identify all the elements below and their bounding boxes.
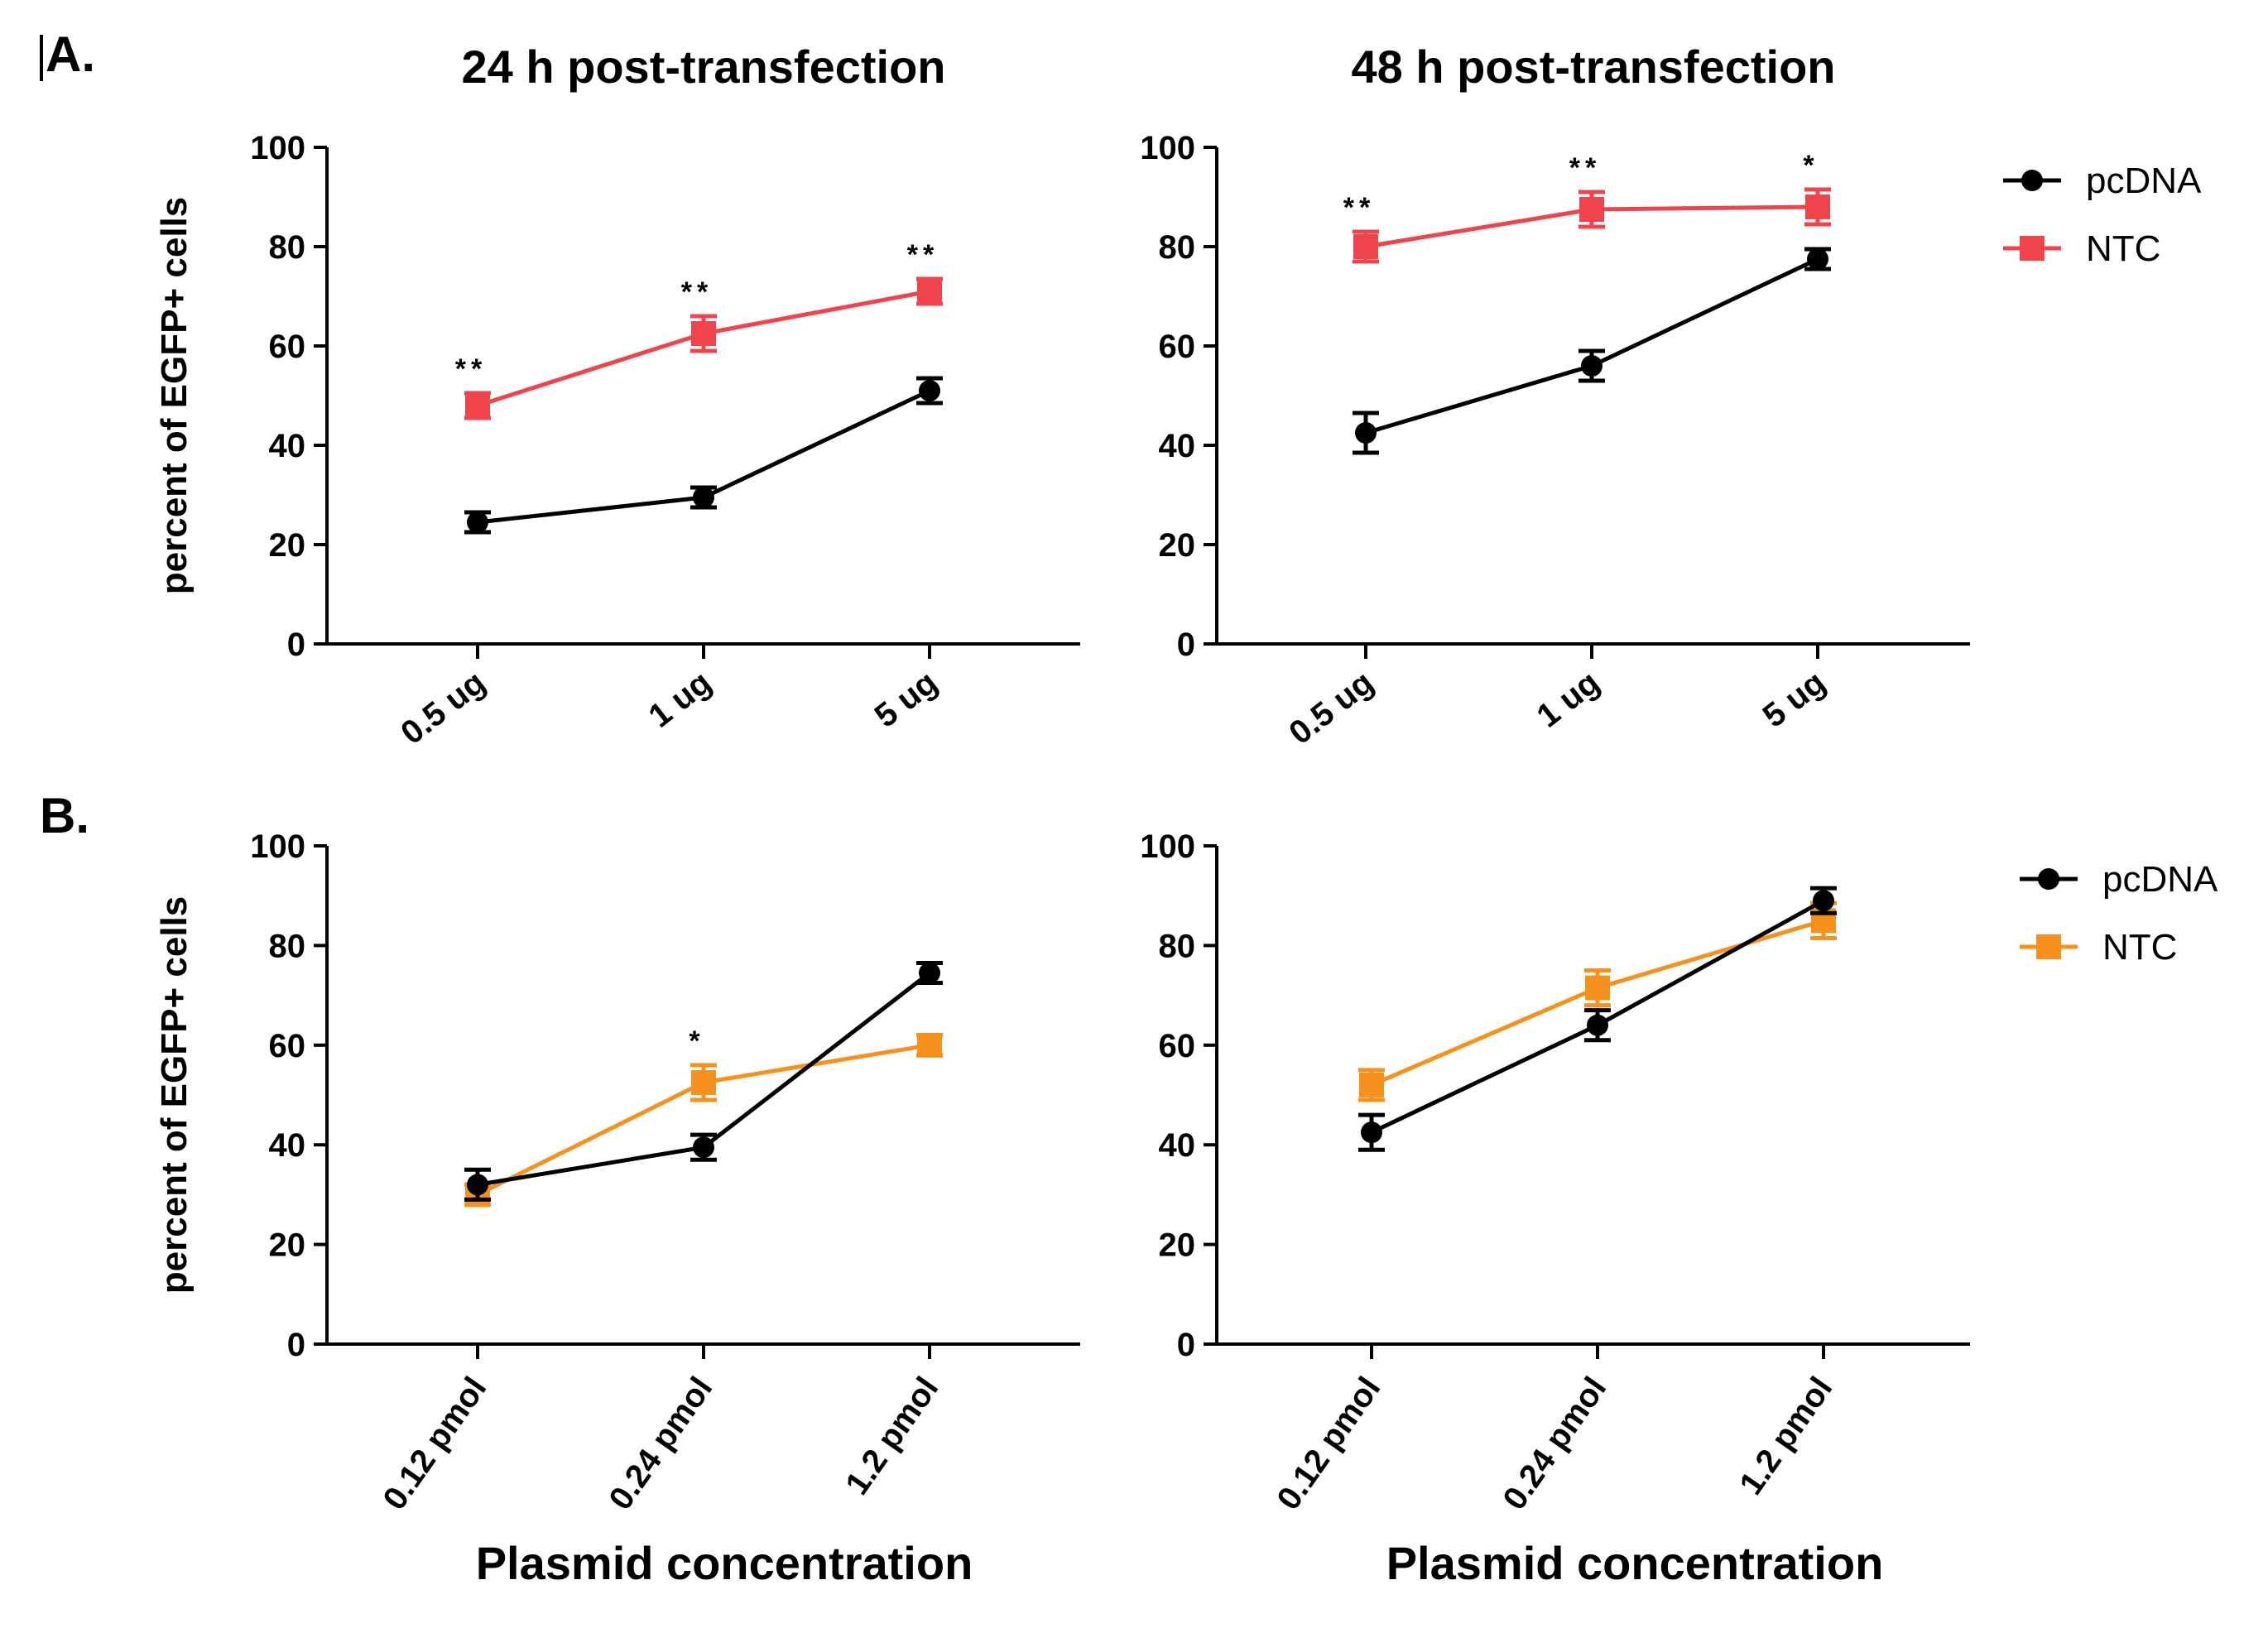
data-point <box>919 962 940 984</box>
data-point <box>1361 1121 1382 1144</box>
series-pcdna <box>464 376 943 535</box>
data-point <box>693 1136 714 1159</box>
y-tick-label: 80 <box>269 928 306 964</box>
series-ntc <box>1353 187 1831 264</box>
panel-label-a: A. <box>46 26 95 82</box>
y-tick-label: 0 <box>287 1327 305 1363</box>
y-axis-title: percent of EGFP+ cells <box>154 197 195 595</box>
legend-marker <box>2020 236 2045 261</box>
significance-marker: ** <box>907 239 939 271</box>
y-tick-label: 0 <box>287 627 305 663</box>
y-tick-label: 100 <box>250 130 305 166</box>
y-tick-label: 60 <box>1159 329 1196 365</box>
data-point <box>691 321 716 346</box>
legend-label: NTC <box>2102 927 2177 968</box>
y-tick-label: 100 <box>1140 130 1195 166</box>
significance-marker: ** <box>1569 152 1601 184</box>
legend-label: pcDNA <box>2102 859 2218 900</box>
legend-marker <box>2021 170 2043 191</box>
chart-title: 24 h post-transfection <box>462 41 946 93</box>
y-tick-label: 40 <box>269 1127 306 1164</box>
data-point <box>917 279 942 304</box>
legend-label: NTC <box>2086 228 2160 269</box>
series-pcdna <box>1353 247 1831 455</box>
data-point <box>917 1032 942 1058</box>
legend-label: pcDNA <box>2086 161 2202 201</box>
chart-title: 48 h post-transfection <box>1352 41 1836 93</box>
y-tick-label: 20 <box>269 1227 306 1264</box>
y-tick-label: 60 <box>269 1028 306 1064</box>
data-point <box>1359 1072 1384 1097</box>
legend-marker <box>2038 868 2059 890</box>
data-point <box>919 380 940 401</box>
data-point <box>467 1174 488 1196</box>
data-point <box>1579 197 1604 222</box>
y-axis-title: percent of EGFP+ cells <box>154 896 195 1294</box>
data-point <box>1805 194 1830 219</box>
significance-marker: * <box>1803 150 1819 181</box>
y-tick-label: 60 <box>269 329 306 365</box>
series-pcdna <box>464 960 943 1202</box>
y-tick-label: 40 <box>1159 1127 1196 1164</box>
y-tick-label: 100 <box>1140 828 1195 865</box>
legend: pcDNA NTC <box>2020 859 2218 968</box>
significance-marker: ** <box>681 276 713 308</box>
y-tick-label: 40 <box>1159 428 1196 464</box>
x-axis-title: Plasmid concentration <box>476 1537 973 1589</box>
data-point <box>1587 1014 1608 1036</box>
y-tick-label: 0 <box>1177 627 1195 663</box>
data-point <box>691 1069 716 1095</box>
legend: pcDNA NTC <box>2003 161 2202 269</box>
panel-label-b: B. <box>40 788 89 843</box>
y-tick-label: 0 <box>1177 1327 1195 1363</box>
data-point <box>693 487 714 508</box>
y-tick-label: 100 <box>250 828 305 865</box>
data-point <box>1813 890 1834 912</box>
significance-marker: ** <box>455 353 487 385</box>
y-tick-label: 20 <box>1159 527 1196 564</box>
data-point <box>1581 355 1602 377</box>
legend-marker <box>2036 934 2061 959</box>
data-point <box>1585 975 1610 1001</box>
data-point <box>467 511 488 533</box>
y-tick-label: 40 <box>269 428 306 464</box>
significance-marker: * <box>689 1025 704 1057</box>
y-tick-label: 80 <box>1159 229 1196 266</box>
y-tick-label: 20 <box>1159 1227 1196 1264</box>
y-tick-label: 60 <box>1159 1028 1196 1064</box>
y-tick-label: 80 <box>269 229 306 266</box>
series-pcdna <box>1358 886 1837 1152</box>
data-point <box>1355 422 1377 444</box>
data-point <box>465 393 490 418</box>
x-axis-title: Plasmid concentration <box>1386 1537 1884 1589</box>
y-tick-label: 20 <box>269 527 306 564</box>
significance-marker: ** <box>1343 192 1375 223</box>
data-point <box>1353 234 1378 259</box>
data-point <box>1807 248 1828 270</box>
series-ntc <box>464 276 943 420</box>
y-tick-label: 80 <box>1159 928 1196 964</box>
